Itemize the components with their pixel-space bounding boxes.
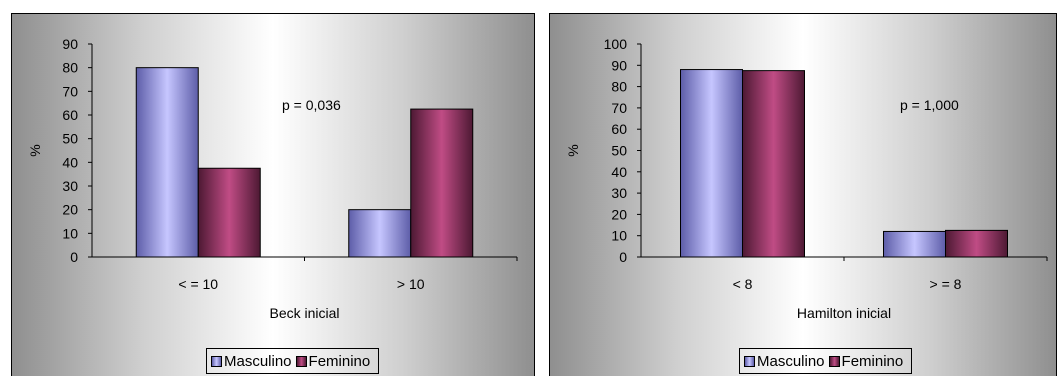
y-tick-label: 30 (611, 185, 627, 201)
p-value-annotation: p = 0,036 (282, 97, 341, 113)
x-category-label: < = 10 (178, 276, 218, 292)
chart-hamilton-legend: Masculino Feminino (739, 348, 913, 374)
legend-swatch-feminino (295, 355, 307, 367)
y-axis-title: % (27, 144, 43, 156)
y-tick-label: 0 (70, 249, 78, 265)
chart-beck-panel: 0 10 20 30 40 50 60 70 80 90 < = 10 > 10 Beck inicia… (11, 13, 535, 376)
legend-label-feminino: Feminino (841, 352, 904, 370)
legend-item-feminino: Feminino (828, 352, 904, 370)
bar-feminino-0 (742, 70, 805, 258)
y-tick-label: 50 (62, 131, 78, 147)
x-category-label: < 8 (733, 276, 753, 292)
y-tick-label: 20 (62, 202, 78, 218)
bar-masculino-1 (883, 230, 946, 258)
legend-label-masculino: Masculino (757, 352, 825, 370)
y-tick-label: 70 (62, 83, 78, 99)
x-axis-title: Beck inicial (269, 305, 339, 321)
y-tick-label: 80 (611, 79, 627, 95)
y-tick-label: 80 (62, 60, 78, 76)
chart-hamilton-svg: 0 10 20 30 40 50 60 70 80 90 100 < 8 > = 8 Hamilton i… (565, 36, 1048, 321)
legend-item-masculino: Masculino (211, 353, 292, 370)
y-tick-label: 40 (611, 164, 627, 180)
legend-swatch-masculino (744, 355, 755, 367)
y-tick-label: 30 (62, 178, 78, 194)
y-tick-label: 60 (611, 121, 627, 137)
y-tick-label: 50 (611, 143, 627, 159)
legend-label-feminino: Feminino (308, 352, 371, 370)
y-tick-label: 10 (62, 225, 78, 241)
p-value-annotation: p = 1,000 (900, 97, 959, 113)
x-category-label: > 10 (397, 276, 425, 292)
bar-feminino-1 (410, 108, 474, 258)
bar-feminino-1 (945, 229, 1008, 258)
bar-feminino-0 (197, 167, 261, 258)
y-tick-label: 60 (62, 107, 78, 123)
y-tick-label: 90 (611, 57, 627, 73)
bar-masculino-0 (680, 69, 743, 258)
legend-item-feminino: Feminino (295, 352, 371, 370)
legend-swatch-masculino (211, 355, 222, 367)
chart-beck-svg: 0 10 20 30 40 50 60 70 80 90 < = 10 > 10 Beck inicia… (27, 36, 518, 321)
x-category-label: > = 8 (930, 276, 962, 292)
y-axis-title: % (565, 144, 581, 156)
y-tick-label: 40 (62, 154, 78, 170)
chart-hamilton-panel: 0 10 20 30 40 50 60 70 80 90 100 < 8 > = 8 Hamilton i… (549, 13, 1057, 376)
legend-swatch-feminino (828, 355, 840, 367)
y-tick-label: 90 (62, 36, 78, 52)
bar-masculino-0 (135, 67, 199, 258)
legend-item-masculino: Masculino (744, 353, 825, 370)
bar-masculino-1 (348, 209, 412, 258)
chart-beck-legend: Masculino Feminino (206, 348, 380, 374)
y-tick-label: 100 (604, 36, 628, 52)
y-tick-label: 10 (611, 228, 627, 244)
y-tick-label: 0 (619, 249, 627, 265)
y-tick-label: 70 (611, 100, 627, 116)
y-tick-label: 20 (611, 206, 627, 222)
x-axis-title: Hamilton inicial (797, 305, 891, 321)
legend-label-masculino: Masculino (224, 352, 292, 370)
